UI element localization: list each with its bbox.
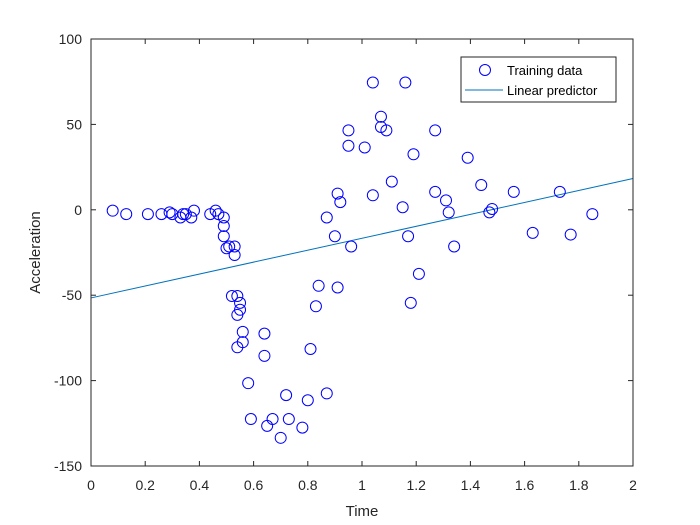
training-data-point <box>320 387 333 400</box>
x-tick-label: 1.8 <box>569 477 589 493</box>
x-tick-label: 0 <box>87 477 95 493</box>
training-data-point <box>380 124 393 137</box>
training-data-point <box>586 208 599 221</box>
training-data-point <box>282 413 295 426</box>
x-tick-label: 1.6 <box>515 477 535 493</box>
x-tick-label: 1.2 <box>406 477 426 493</box>
training-data-point <box>120 208 133 221</box>
y-tick-label: -150 <box>54 458 82 474</box>
x-tick-label: 1 <box>358 477 366 493</box>
training-data-point <box>236 325 249 338</box>
y-axis-label: Acceleration <box>27 211 44 294</box>
y-tick-label: -100 <box>54 373 82 389</box>
training-data-point <box>266 413 279 426</box>
training-data-point <box>217 230 230 243</box>
x-tick-label: 2 <box>629 477 637 493</box>
training-data-point <box>564 228 577 241</box>
training-data-point <box>404 296 417 309</box>
training-data-point <box>328 230 341 243</box>
x-tick-label: 0.6 <box>244 477 264 493</box>
training-data-point <box>309 300 322 313</box>
training-data-point <box>163 206 176 219</box>
legend: Training data Linear predictor <box>460 56 617 103</box>
training-data-point <box>385 175 398 188</box>
training-data-point <box>185 211 198 224</box>
x-axis-label: Time <box>346 503 379 520</box>
legend-marker-training-data <box>479 64 491 76</box>
legend-label-training-data: Training data <box>507 63 583 78</box>
training-data-point <box>223 240 236 253</box>
training-data-point <box>448 240 461 253</box>
training-data-point <box>217 211 230 224</box>
training-data-point <box>312 279 325 292</box>
training-data-point <box>228 249 241 262</box>
training-data-point <box>442 206 455 219</box>
training-data-point <box>440 194 453 207</box>
plot-background <box>91 39 633 466</box>
training-data-point <box>244 413 257 426</box>
training-data-point <box>217 220 230 233</box>
training-data-point <box>320 211 333 224</box>
training-data-point <box>177 208 190 221</box>
training-data-point <box>225 290 238 303</box>
training-data-point <box>402 230 415 243</box>
training-data-point <box>526 226 539 239</box>
y-tick-label: -50 <box>62 287 82 303</box>
training-data-point <box>220 242 233 255</box>
y-tick-label: 100 <box>59 31 83 47</box>
training-data-point <box>187 204 200 217</box>
x-tick-label: 0.8 <box>298 477 318 493</box>
linear-predictor-line <box>90 178 634 299</box>
training-data-point <box>374 110 387 123</box>
training-data-point <box>507 185 520 198</box>
training-data-point <box>429 124 442 137</box>
training-data-point <box>280 389 293 402</box>
training-data-point <box>258 349 271 362</box>
training-data-point <box>209 204 222 217</box>
training-data-point <box>412 267 425 280</box>
y-tick-label: 50 <box>66 116 82 132</box>
training-data-point <box>296 421 309 434</box>
training-data-point <box>486 202 499 215</box>
training-data-point <box>274 431 287 444</box>
training-data-point <box>358 141 371 154</box>
y-tick-label: 0 <box>74 202 82 218</box>
training-data-point <box>236 336 249 349</box>
training-data-point <box>234 296 247 309</box>
training-data-point <box>342 124 355 137</box>
training-data-point <box>366 76 379 89</box>
training-data-point <box>331 281 344 294</box>
training-data-point <box>399 76 412 89</box>
x-tick-label: 1.4 <box>461 477 481 493</box>
series-layer <box>90 76 634 444</box>
ticks-layer: 0 0.2 0.4 0.6 0.8 1 1.2 1.4 1.6 1.8 2 -150 -100 -50 0 5… <box>54 31 637 493</box>
x-tick-label: 0.4 <box>190 477 210 493</box>
training-data-point <box>331 187 344 200</box>
training-data-point <box>334 196 347 209</box>
training-data-point <box>301 394 314 407</box>
training-data-point <box>396 201 409 214</box>
training-data-point <box>429 185 442 198</box>
training-data-point <box>345 240 358 253</box>
training-data-point <box>342 139 355 152</box>
training-data-point <box>553 185 566 198</box>
training-data-point <box>141 208 154 221</box>
training-data-point <box>234 303 247 316</box>
training-data-point <box>106 204 119 217</box>
x-tick-label: 0.2 <box>135 477 155 493</box>
training-data-point <box>483 206 496 219</box>
training-data-point <box>231 290 244 303</box>
training-data-point <box>258 327 271 340</box>
training-data-point <box>228 240 241 253</box>
training-data-point <box>304 343 317 356</box>
training-data-point <box>242 377 255 390</box>
legend-label-linear-predictor: Linear predictor <box>507 83 598 98</box>
training-data-point <box>366 189 379 202</box>
training-data-point <box>475 179 488 192</box>
training-data-point <box>407 148 420 161</box>
training-data-point <box>461 151 474 164</box>
